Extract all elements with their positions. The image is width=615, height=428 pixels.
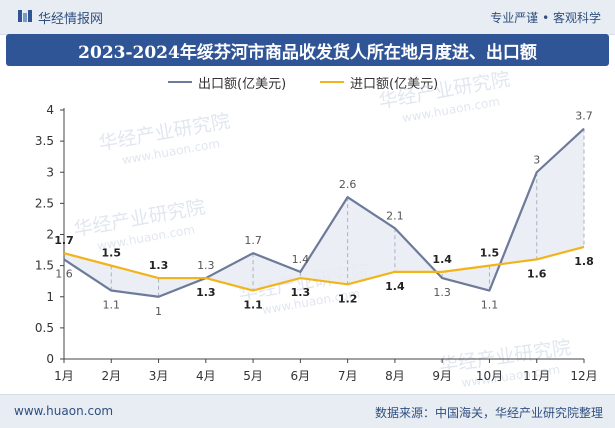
series-line-export (63, 127, 585, 298)
legend: 出口额(亿美元) 进口额(亿美元) (0, 72, 615, 92)
x-tick-label: 12月 (570, 369, 597, 383)
data-label-import: 1.3 (196, 286, 216, 299)
y-tick-label: 0 (46, 352, 54, 366)
x-tick-label: 7月 (338, 369, 358, 383)
x-tick-label: 9月 (432, 369, 452, 383)
data-label-import: 1.3 (149, 259, 169, 272)
data-label-import: 1.4 (385, 280, 405, 293)
y-tick-label: 1 (46, 290, 54, 304)
y-tick-label: 3.5 (35, 134, 54, 148)
data-label-export: 1.1 (481, 299, 499, 312)
y-tick-label: 2.5 (35, 196, 54, 210)
data-label-export: 1 (155, 305, 162, 318)
footer-source: 数据来源：中国海关，华经产业研究院整理 (374, 406, 603, 420)
y-tick-label: 0.5 (35, 321, 54, 335)
x-tick-label: 11月 (523, 369, 550, 383)
y-tick-label: 1.5 (35, 259, 54, 273)
x-tick-label: 3月 (149, 369, 169, 383)
footer-website[interactable]: www.huaon.com (14, 404, 114, 418)
data-label-export: 1.6 (55, 267, 73, 280)
x-tick-label: 5月 (243, 369, 263, 383)
data-label-export: 3 (533, 153, 540, 166)
data-label-export: 1.7 (244, 234, 262, 247)
y-tick-label: 2 (46, 228, 54, 242)
chart-title: 2023-2024年绥芬河市商品收发货人所在地月度进、出口额 (78, 43, 537, 63)
data-label-export: 1.4 (292, 253, 310, 266)
y-tick-label: 4 (46, 103, 54, 117)
tagline: 专业严谨 • 客观科学 (490, 11, 601, 25)
y-tick-label: 3 (46, 165, 54, 179)
data-label-export: 1.1 (103, 299, 121, 312)
data-label-import: 1.8 (574, 255, 594, 268)
data-label-export: 1.3 (433, 286, 451, 299)
x-tick-label: 10月 (476, 369, 503, 383)
x-tick-label: 4月 (196, 369, 216, 383)
brand[interactable]: 华经情报网 (18, 8, 103, 27)
data-label-export: 1.3 (197, 259, 215, 272)
data-label-import: 1.4 (432, 253, 452, 266)
x-tick-label: 8月 (385, 369, 405, 383)
legend-swatch-import (320, 81, 344, 83)
data-label-import: 1.5 (480, 247, 500, 260)
x-tick-label: 2月 (101, 369, 121, 383)
legend-label-export: 出口额(亿美元) (198, 77, 287, 92)
data-label-export: 2.1 (386, 209, 404, 222)
data-label-import: 1.6 (527, 267, 547, 280)
legend-label-import: 进口额(亿美元) (350, 77, 439, 92)
data-label-import: 1.5 (102, 247, 122, 260)
x-tick-label: 6月 (291, 369, 311, 383)
footer: www.huaon.com 数据来源：中国海关，华经产业研究院整理 (0, 394, 615, 428)
title-bar: 2023-2024年绥芬河市商品收发货人所在地月度进、出口额 (6, 34, 609, 66)
data-label-import: 1.7 (54, 234, 74, 247)
data-label-export: 2.6 (339, 178, 357, 191)
data-label-export: 3.7 (575, 110, 593, 123)
x-tick-label: 1月 (54, 369, 74, 383)
difference-band (64, 128, 584, 297)
data-label-import: 1.3 (291, 286, 311, 299)
data-label-import: 1.1 (243, 299, 263, 312)
brand-logo-icon (18, 10, 32, 22)
brand-name: 华经情报网 (38, 12, 104, 27)
series-line-import (63, 245, 585, 292)
data-label-import: 1.2 (338, 292, 358, 305)
legend-swatch-export (168, 81, 192, 83)
